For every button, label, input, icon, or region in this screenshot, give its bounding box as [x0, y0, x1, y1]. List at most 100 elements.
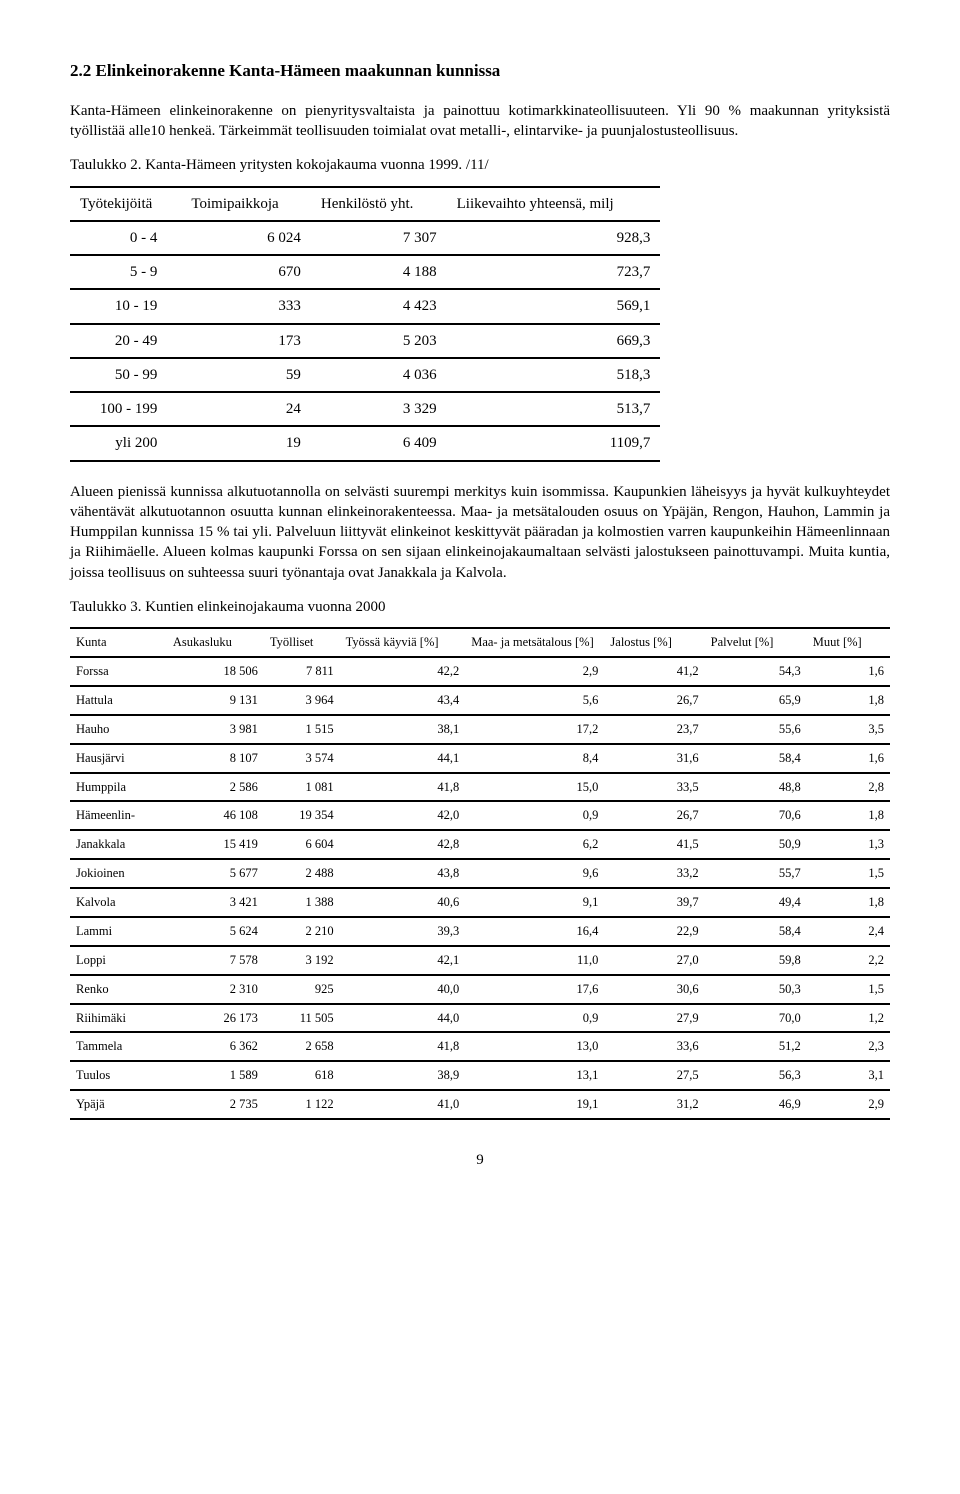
table-cell: 569,1	[447, 289, 661, 323]
table2-header-row: Kunta Asukasluku Työlliset Työssä käyviä…	[70, 628, 890, 657]
table-cell: 7 578	[167, 946, 264, 975]
table-cell: 56,3	[705, 1061, 807, 1090]
table-cell: 1,8	[807, 888, 890, 917]
table-cell: 9,1	[465, 888, 604, 917]
table-cell: 31,2	[604, 1090, 704, 1119]
table-cell: 42,1	[340, 946, 466, 975]
table-cell: 5 677	[167, 859, 264, 888]
table-row: Loppi7 5783 19242,111,027,059,82,2	[70, 946, 890, 975]
table-cell: 18 506	[167, 657, 264, 686]
table-cell: 5 - 9	[70, 255, 181, 289]
table-cell: 46 108	[167, 801, 264, 830]
table-cell: 33,2	[604, 859, 704, 888]
table-row: Hausjärvi8 1073 57444,18,431,658,41,6	[70, 744, 890, 773]
table-cell: 38,9	[340, 1061, 466, 1090]
table-cell: 27,9	[604, 1004, 704, 1033]
table-cell: 1,3	[807, 830, 890, 859]
table-cell: 7 811	[264, 657, 340, 686]
table-cell: 55,7	[705, 859, 807, 888]
table-cell: 30,6	[604, 975, 704, 1004]
table-cell: yli 200	[70, 426, 181, 460]
table-cell: 925	[264, 975, 340, 1004]
table-cell: 41,5	[604, 830, 704, 859]
table2-caption: Taulukko 3. Kuntien elinkeinojakauma vuo…	[70, 597, 890, 617]
table-cell: 2,3	[807, 1032, 890, 1061]
table-row: 5 - 96704 188723,7	[70, 255, 660, 289]
table-cell: 20 - 49	[70, 324, 181, 358]
table-row: Ypäjä2 7351 12241,019,131,246,92,9	[70, 1090, 890, 1119]
table-cell: 4 036	[311, 358, 447, 392]
table-cell: 26,7	[604, 686, 704, 715]
table-cell: Lammi	[70, 917, 167, 946]
table-cell: 5 203	[311, 324, 447, 358]
table-cell: Loppi	[70, 946, 167, 975]
table-cell: 518,3	[447, 358, 661, 392]
table-cell: 42,8	[340, 830, 466, 859]
table-cell: 2 735	[167, 1090, 264, 1119]
table-cell: 723,7	[447, 255, 661, 289]
table-cell: 7 307	[311, 221, 447, 255]
table-cell: 11 505	[264, 1004, 340, 1033]
table-1: Työtekijöitä Toimipaikkoja Henkilöstö yh…	[70, 186, 660, 462]
table-row: Kalvola3 4211 38840,69,139,749,41,8	[70, 888, 890, 917]
table-cell: 6 409	[311, 426, 447, 460]
table-cell: 59,8	[705, 946, 807, 975]
table-row: Tammela6 3622 65841,813,033,651,22,3	[70, 1032, 890, 1061]
table-cell: 41,2	[604, 657, 704, 686]
table-cell: 6 024	[181, 221, 310, 255]
table-cell: Kalvola	[70, 888, 167, 917]
table-cell: 3 421	[167, 888, 264, 917]
table-cell: 2 658	[264, 1032, 340, 1061]
table-cell: 22,9	[604, 917, 704, 946]
table-cell: Forssa	[70, 657, 167, 686]
table-cell: 5 624	[167, 917, 264, 946]
table-row: Jokioinen5 6772 48843,89,633,255,71,5	[70, 859, 890, 888]
table-row: 10 - 193334 423569,1	[70, 289, 660, 323]
table-cell: 2 310	[167, 975, 264, 1004]
table-cell: 24	[181, 392, 310, 426]
table-cell: 43,4	[340, 686, 466, 715]
table-cell: 333	[181, 289, 310, 323]
table-cell: Hattula	[70, 686, 167, 715]
table-cell: 11,0	[465, 946, 604, 975]
table-cell: 33,6	[604, 1032, 704, 1061]
table-cell: 1,6	[807, 744, 890, 773]
table-cell: 2,4	[807, 917, 890, 946]
table-cell: 8 107	[167, 744, 264, 773]
table-cell: 54,3	[705, 657, 807, 686]
table-cell: 3,1	[807, 1061, 890, 1090]
table-cell: 38,1	[340, 715, 466, 744]
table-cell: 65,9	[705, 686, 807, 715]
table-cell: Hauho	[70, 715, 167, 744]
table-cell: 1 388	[264, 888, 340, 917]
table-row: Lammi5 6242 21039,316,422,958,42,4	[70, 917, 890, 946]
table-cell: 3 981	[167, 715, 264, 744]
table-cell: 1 589	[167, 1061, 264, 1090]
table-row: Forssa18 5067 81142,22,941,254,31,6	[70, 657, 890, 686]
table-row: 50 - 99594 036518,3	[70, 358, 660, 392]
table-cell: 15,0	[465, 773, 604, 802]
table-cell: 3 329	[311, 392, 447, 426]
table-row: Renko2 31092540,017,630,650,31,5	[70, 975, 890, 1004]
table2-header: Työlliset	[264, 628, 340, 657]
table-cell: 55,6	[705, 715, 807, 744]
table-cell: 173	[181, 324, 310, 358]
table-cell: 1,8	[807, 686, 890, 715]
table-cell: 16,4	[465, 917, 604, 946]
table-cell: 26,7	[604, 801, 704, 830]
table-cell: 4 188	[311, 255, 447, 289]
table-cell: 59	[181, 358, 310, 392]
table-cell: 8,4	[465, 744, 604, 773]
paragraph-1: Kanta-Hämeen elinkeinorakenne on pienyri…	[70, 101, 890, 142]
table2-header: Palvelut [%]	[705, 628, 807, 657]
table1-header-row: Työtekijöitä Toimipaikkoja Henkilöstö yh…	[70, 187, 660, 221]
table-cell: 0,9	[465, 801, 604, 830]
table-row: Hattula9 1313 96443,45,626,765,91,8	[70, 686, 890, 715]
table-cell: Renko	[70, 975, 167, 1004]
table-cell: 9 131	[167, 686, 264, 715]
table-cell: Riihimäki	[70, 1004, 167, 1033]
table1-caption: Taulukko 2. Kanta-Hämeen yritysten kokoj…	[70, 155, 890, 175]
table-row: Tuulos1 58961838,913,127,556,33,1	[70, 1061, 890, 1090]
table-cell: 42,0	[340, 801, 466, 830]
paragraph-2: Alueen pienissä kunnissa alkutuotannolla…	[70, 482, 890, 583]
